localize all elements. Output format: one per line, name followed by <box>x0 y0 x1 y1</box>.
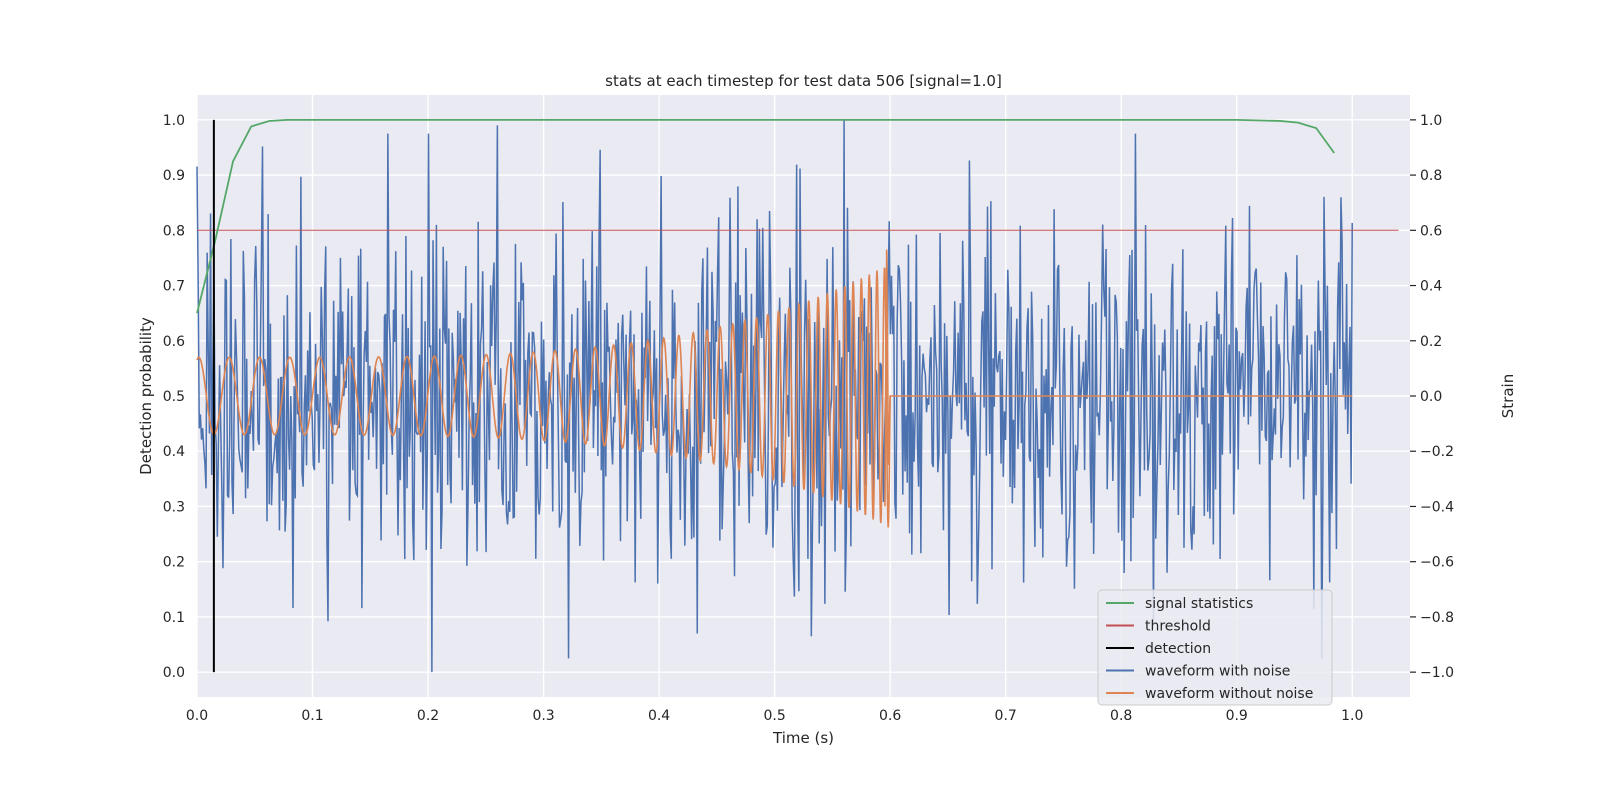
x-tick-label: 0.0 <box>186 708 208 724</box>
chirp-final-spike <box>884 249 891 507</box>
legend-label: threshold <box>1145 619 1211 635</box>
x-axis-label: Time (s) <box>772 729 834 747</box>
y2-tick-label: −0.6 <box>1420 555 1454 571</box>
legend-box <box>1097 589 1333 706</box>
y-tick-label: 0.4 <box>163 444 185 460</box>
x-tick-label: 0.6 <box>879 708 901 724</box>
y2-tick-label: −0.4 <box>1420 499 1454 515</box>
y2-tick-label: 1.0 <box>1420 113 1442 129</box>
y-tick-label: 0.1 <box>163 610 185 626</box>
series-layer <box>196 118 1399 673</box>
chart-title: stats at each timestep for test data 506… <box>605 72 1002 90</box>
y2-tick-label: 0.2 <box>1420 334 1442 350</box>
y-tick-label: 1.0 <box>163 113 185 129</box>
y-tick-label: 0.3 <box>163 499 185 515</box>
y-tick-label: 0.7 <box>163 279 185 295</box>
x-tick-label: 0.1 <box>301 708 323 724</box>
y-tick-label: 0.2 <box>163 555 185 571</box>
legend-label: detection <box>1145 641 1211 657</box>
legend-label: waveform without noise <box>1145 686 1313 702</box>
y-axis-label: Detection probability <box>137 317 155 475</box>
y-tick-label: 0.0 <box>163 665 185 681</box>
y2-tick-label: −0.8 <box>1420 610 1454 626</box>
y-tick-label: 0.5 <box>163 389 185 405</box>
y2-axis-label: Strain <box>1499 374 1517 418</box>
legend-label: signal statistics <box>1145 596 1253 612</box>
x-tick-label: 1.0 <box>1341 708 1363 724</box>
y-tick-label: 0.9 <box>163 168 185 184</box>
x-tick-label: 0.7 <box>995 708 1017 724</box>
y-tick-label: 0.6 <box>163 334 185 350</box>
y2-tick-label: −0.2 <box>1420 444 1454 460</box>
series-waveform-with-noise <box>196 119 1353 673</box>
y2-tick-label: −1.0 <box>1420 665 1454 681</box>
y2-tick-label: 0.4 <box>1420 279 1442 295</box>
x-tick-label: 0.3 <box>532 708 554 724</box>
y2-tick-label: 0.8 <box>1420 168 1442 184</box>
x-tick-label: 0.8 <box>1110 708 1132 724</box>
left-axis: 0.0 0.1 0.2 0.3 0.4 0.5 0.6 0.7 0.8 0.9 1.0 <box>163 113 185 681</box>
x-axis: 0.0 0.1 0.2 0.3 0.4 0.5 0.6 0.7 0.8 0.9 1.0 <box>186 708 1364 724</box>
y2-tick-label: 0.6 <box>1420 223 1442 239</box>
x-tick-label: 0.4 <box>648 708 670 724</box>
x-tick-label: 0.2 <box>417 708 439 724</box>
y-tick-label: 0.8 <box>163 223 185 239</box>
x-tick-label: 0.9 <box>1226 708 1248 724</box>
series-signal-statistics <box>196 118 1335 314</box>
x-tick-label: 0.5 <box>763 708 785 724</box>
series-waveform-without-noise <box>196 267 1353 528</box>
legend-label: waveform with noise <box>1145 664 1290 680</box>
right-axis: −1.0 −0.8 −0.6 −0.4 −0.2 0.0 0.2 0.4 0.6 0.8 1.0 <box>1410 113 1454 681</box>
legend: signal statistics threshold detection wavef… <box>1097 589 1333 706</box>
y2-tick-label: 0.0 <box>1420 389 1442 405</box>
